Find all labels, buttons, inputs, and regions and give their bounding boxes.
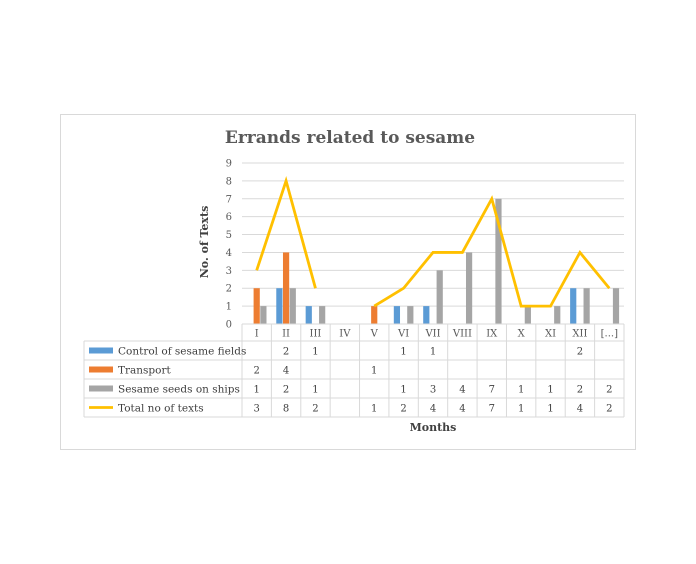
data-label-total-no-of-texts-xi: 1 [547, 403, 553, 414]
bar-transport-ii [282, 252, 290, 324]
data-label-control-of-sesame-fields-vii: 1 [430, 346, 436, 357]
bar-control-of-sesame-fields-iii [305, 306, 312, 324]
data-label-sesame-seeds-on-ships-vii: 3 [430, 384, 436, 395]
data-label-total-no-of-texts-viii: 4 [459, 403, 465, 414]
x-tick-label-ix: IX [486, 329, 498, 340]
y-tick-label: 7 [226, 194, 232, 205]
bar-sesame-seeds-on-ships-ii [289, 288, 296, 324]
y-tick-label: 0 [226, 320, 232, 331]
data-table: I II III IV V VI VII VIII IX X XI XII [...]Control o… [83, 323, 625, 418]
x-tick-label-vi: VI [397, 329, 409, 340]
bar-sesame-seeds-on-ships-xii [583, 288, 590, 324]
data-label-sesame-seeds-on-ships-ix: 7 [489, 384, 495, 395]
data-label-total-no-of-texts-xii: 4 [577, 403, 583, 414]
y-tick-label: 4 [226, 248, 232, 259]
bar-sesame-seeds-on-ships-i [260, 306, 267, 324]
legend-key-transport [89, 366, 113, 373]
data-label-total-no-of-texts-ix: 7 [489, 403, 495, 414]
data-label-sesame-seeds-on-ships-vi: 1 [400, 384, 406, 395]
data-label-transport-v: 1 [371, 365, 377, 376]
legend-key-sesame-seeds-on-ships [89, 385, 113, 392]
y-tick-label: 5 [226, 230, 232, 241]
bar-control-of-sesame-fields-vi [393, 306, 401, 324]
data-label-total-no-of-texts-iii: 2 [312, 403, 318, 414]
bars-layer [253, 198, 620, 324]
bar-sesame-seeds-on-ships-xi [554, 306, 561, 324]
line-total-no-of-texts-segment-2 [373, 195, 611, 308]
chart-frame: Errands related to sesame No. of Texts M… [60, 114, 636, 450]
y-tick-label: 9 [226, 159, 232, 170]
data-label-total-no-of-texts-x: 1 [518, 403, 524, 414]
x-tick-label-iv: IV [339, 329, 351, 340]
x-tick-label-iii: III [310, 329, 322, 340]
legend-label-total-no-of-texts: Total no of texts [118, 402, 204, 414]
line-total-no-of-texts-segment-1 [255, 176, 317, 289]
bar-sesame-seeds-on-ships- [612, 288, 620, 324]
line-layer [255, 176, 611, 308]
data-label-sesame-seeds-on-ships-iii: 1 [312, 384, 318, 395]
data-label-total-no-of-texts-ii: 8 [283, 403, 289, 414]
chart-title: Errands related to sesame [225, 128, 475, 148]
data-label-total-no-of-texts-v: 1 [371, 403, 377, 414]
data-label-sesame-seeds-on-ships-ii: 2 [283, 384, 289, 395]
x-tick-label-: [...] [601, 329, 618, 340]
y-tick-label: 1 [226, 302, 232, 313]
data-label-sesame-seeds-on-ships-x: 1 [518, 384, 524, 395]
legend-label-sesame-seeds-on-ships: Sesame seeds on ships [118, 383, 240, 395]
bar-sesame-seeds-on-ships-x [524, 306, 531, 324]
bar-control-of-sesame-fields-ii [276, 288, 283, 324]
data-label-transport-i: 2 [254, 365, 260, 376]
legend-label-transport: Transport [118, 364, 171, 376]
chart-svg: Errands related to sesame No. of Texts M… [83, 128, 625, 434]
legend-label-control-of-sesame-fields: Control of sesame fields [118, 345, 246, 357]
data-label-sesame-seeds-on-ships-: 2 [606, 384, 612, 395]
bar-sesame-seeds-on-ships-iii [319, 306, 326, 324]
data-label-control-of-sesame-fields-xii: 2 [577, 346, 583, 357]
x-tick-label-v: V [370, 329, 379, 340]
bar-sesame-seeds-on-ships-viii [465, 252, 473, 324]
y-tick-label: 8 [226, 176, 232, 187]
x-tick-label-xii: XII [572, 329, 587, 340]
legend-key-control-of-sesame-fields [89, 347, 113, 354]
y-axis-title: No. of Texts [198, 206, 211, 279]
data-label-total-no-of-texts-vi: 2 [400, 403, 406, 414]
data-label-control-of-sesame-fields-ii: 2 [283, 346, 289, 357]
bar-sesame-seeds-on-ships-vii [436, 270, 443, 324]
data-label-transport-ii: 4 [283, 365, 289, 376]
bar-sesame-seeds-on-ships-ix [495, 198, 502, 324]
bar-control-of-sesame-fields-xii [570, 288, 577, 324]
bar-control-of-sesame-fields-vii [423, 306, 430, 324]
data-label-total-no-of-texts-vii: 4 [430, 403, 436, 414]
bar-transport-v [371, 306, 378, 324]
bar-sesame-seeds-on-ships-vi [407, 306, 414, 324]
data-label-sesame-seeds-on-ships-viii: 4 [459, 384, 465, 395]
data-label-sesame-seeds-on-ships-xi: 1 [547, 384, 553, 395]
x-tick-label-viii: VIII [452, 329, 472, 340]
data-label-control-of-sesame-fields-vi: 1 [400, 346, 406, 357]
y-tick-label: 6 [226, 212, 232, 223]
y-tick-label: 2 [226, 284, 232, 295]
x-tick-label-xi: XI [545, 329, 556, 340]
bar-transport-i [253, 288, 260, 324]
data-label-total-no-of-texts-: 2 [606, 403, 612, 414]
x-axis-title: Months [410, 421, 457, 434]
data-label-control-of-sesame-fields-iii: 1 [312, 346, 318, 357]
data-label-sesame-seeds-on-ships-xii: 2 [577, 384, 583, 395]
y-tick-label: 3 [226, 266, 232, 277]
data-label-sesame-seeds-on-ships-i: 1 [254, 384, 260, 395]
x-tick-label-x: X [518, 329, 526, 340]
x-tick-label-vii: VII [424, 329, 440, 340]
x-tick-label-ii: II [282, 329, 290, 340]
x-tick-label-i: I [255, 329, 259, 340]
data-label-total-no-of-texts-i: 3 [254, 403, 260, 414]
